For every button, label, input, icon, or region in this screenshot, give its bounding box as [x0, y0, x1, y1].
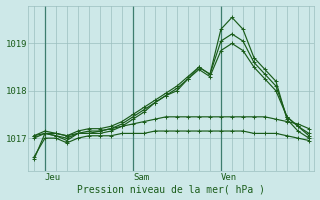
X-axis label: Pression niveau de la mer( hPa ): Pression niveau de la mer( hPa ) — [77, 184, 266, 194]
